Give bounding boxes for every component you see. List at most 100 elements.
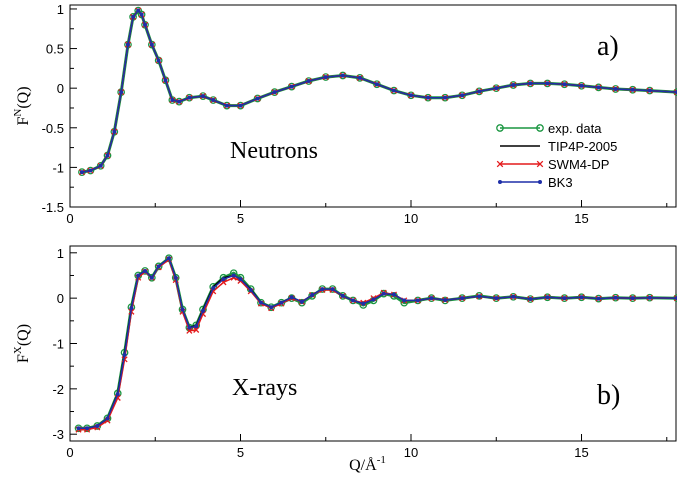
data-point-bk3 <box>351 298 356 303</box>
legend-marker <box>536 124 544 132</box>
data-point-bk3 <box>426 95 431 100</box>
data-point-bk3 <box>630 87 635 92</box>
data-point-bk3 <box>460 93 465 98</box>
x-tick-label: 5 <box>237 211 244 226</box>
plot-frame <box>69 4 677 208</box>
data-point-bk3 <box>613 295 618 300</box>
data-point-bk3 <box>136 273 141 278</box>
series-line-1 <box>78 256 677 430</box>
data-point-bk3 <box>613 86 618 91</box>
data-point-exp <box>96 161 105 170</box>
data-point-bk3 <box>105 416 110 421</box>
series-group <box>78 6 677 176</box>
data-point-exp <box>141 267 149 275</box>
y-tick-label: 1 <box>57 246 64 261</box>
data-point-bk3 <box>149 42 154 47</box>
data-point-exp <box>390 86 398 95</box>
data-point-bk3 <box>477 89 482 94</box>
data-point-bk3 <box>596 85 601 90</box>
data-point-bk3 <box>224 103 229 108</box>
plot-frame <box>69 245 677 442</box>
series-line-3 <box>81 9 677 173</box>
data-point-bk3 <box>545 295 550 300</box>
y-tick-label: 0.5 <box>46 42 64 57</box>
x-axis-label: Q/Å-1 <box>349 454 386 474</box>
data-point-bk3 <box>248 287 253 292</box>
legend: exp. data TIP4P-2005 SWM4-DP BK3 <box>496 121 617 190</box>
data-point-exp <box>154 262 163 271</box>
data-point-bk3 <box>211 286 216 291</box>
series-line-2 <box>78 258 677 431</box>
data-point-bk3 <box>323 75 328 80</box>
x-tick-label: 10 <box>404 211 418 226</box>
data-point-bk3 <box>173 275 178 280</box>
data-point-bk3 <box>371 297 376 302</box>
data-point-bk3 <box>477 294 482 299</box>
y-tick-label: -1 <box>52 337 64 352</box>
legend-item: TIP4P-2005 <box>500 139 617 154</box>
data-point-exp <box>103 414 112 423</box>
data-point-bk3 <box>177 99 182 104</box>
x-tick-label: 0 <box>66 211 73 226</box>
data-point-bk3 <box>231 273 236 278</box>
data-point-swm4 <box>673 295 677 302</box>
legend-item: SWM4-DP <box>496 157 609 172</box>
y-tick-label: 0 <box>57 291 64 306</box>
data-point-bk3 <box>119 90 124 95</box>
data-point-exp <box>304 77 313 85</box>
data-point-bk3 <box>340 293 345 298</box>
data-point-bk3 <box>221 277 226 282</box>
data-point-bk3 <box>330 287 335 292</box>
data-point-bk3 <box>443 297 448 302</box>
data-point-bk3 <box>409 93 414 98</box>
legend-item: BK3 <box>498 175 573 190</box>
data-point-exp <box>147 273 156 282</box>
data-point-swm4 <box>186 327 193 334</box>
data-point-bk3 <box>115 392 120 397</box>
data-point-bk3 <box>129 306 134 311</box>
data-point-bk3 <box>95 424 100 429</box>
data-point-bk3 <box>180 307 185 312</box>
panel-letter: a) <box>597 31 619 62</box>
data-point-bk3 <box>143 268 148 273</box>
data-point-bk3 <box>112 129 117 134</box>
data-point-exp <box>270 88 279 96</box>
data-point-exp <box>137 10 146 19</box>
data-point-bk3 <box>429 296 434 301</box>
legend-marker <box>538 180 542 184</box>
data-point-bk3 <box>136 8 141 13</box>
data-point-bk3 <box>170 98 175 103</box>
data-point-bk3 <box>391 292 396 297</box>
y-axis-label: FN(Q) <box>12 86 32 125</box>
data-point-bk3 <box>194 324 199 329</box>
data-point-bk3 <box>258 300 263 305</box>
data-point-bk3 <box>163 78 168 83</box>
data-point-bk3 <box>149 275 154 280</box>
y-tick-label: -3 <box>52 427 64 442</box>
data-point-bk3 <box>289 84 294 89</box>
data-point-exp <box>308 292 316 300</box>
data-point-bk3 <box>579 83 584 88</box>
data-point-bk3 <box>88 168 93 173</box>
data-point-bk3 <box>381 291 386 296</box>
panel-annotation: X-rays <box>232 375 297 401</box>
data-point-bk3 <box>200 94 205 99</box>
data-point-bk3 <box>156 264 161 269</box>
data-point-bk3 <box>528 81 533 86</box>
data-point-bk3 <box>306 79 311 84</box>
x-tick-label: 5 <box>237 445 244 460</box>
data-point-bk3 <box>299 299 304 304</box>
data-point-bk3 <box>187 325 192 330</box>
legend-label: exp. data <box>548 121 602 136</box>
data-point-bk3 <box>98 163 103 168</box>
data-point-bk3 <box>511 294 516 299</box>
data-point-bk3 <box>402 298 407 303</box>
y-tick-label: -2 <box>52 382 64 397</box>
data-point-swm4 <box>673 89 677 96</box>
data-point-bk3 <box>139 12 144 17</box>
data-point-bk3 <box>511 83 516 88</box>
x-tick-label: 15 <box>574 211 588 226</box>
data-point-swm4 <box>193 326 200 333</box>
data-point-bk3 <box>238 103 243 108</box>
